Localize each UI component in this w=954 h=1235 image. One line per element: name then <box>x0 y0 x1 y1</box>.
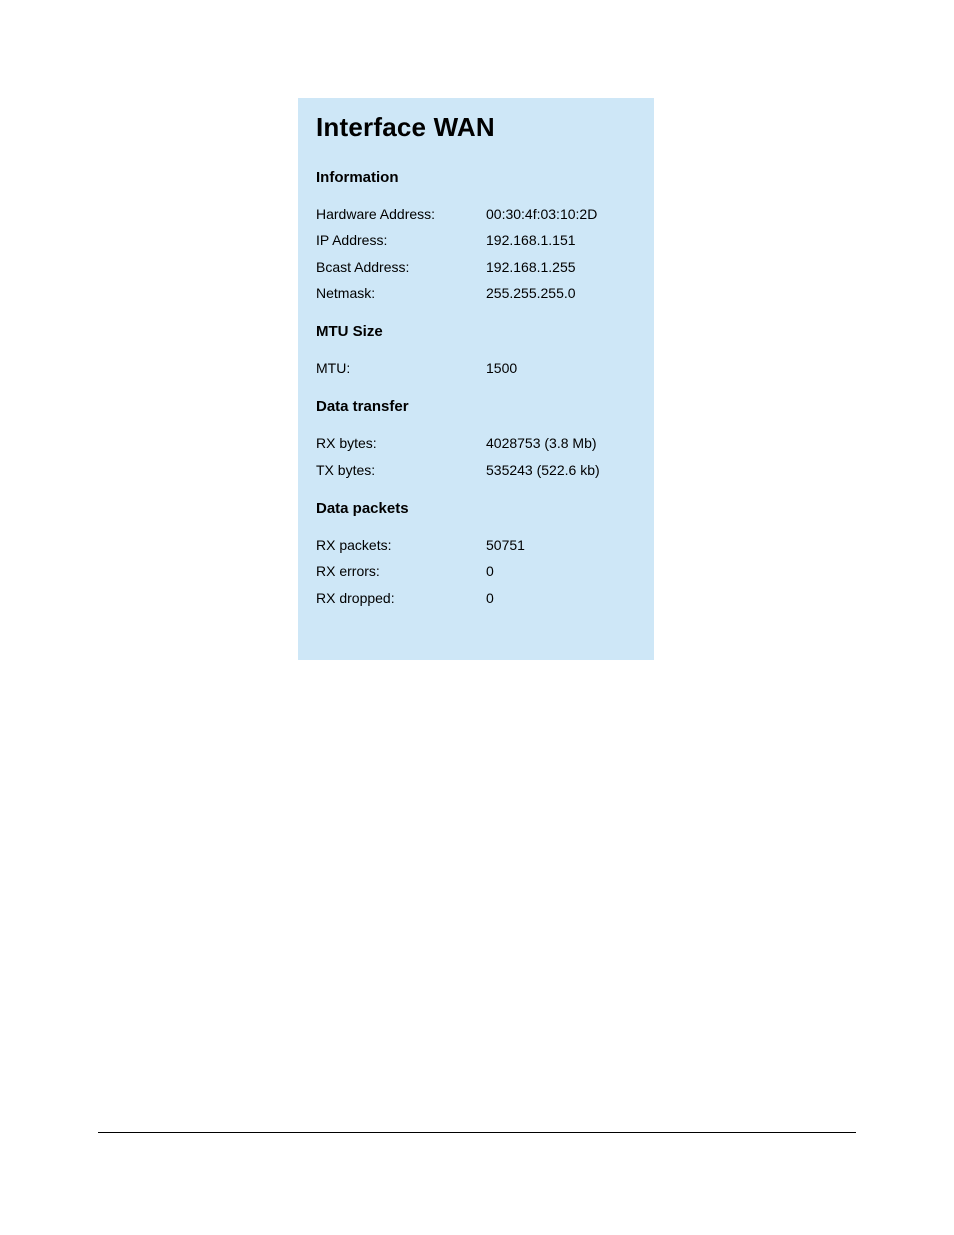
label-tx-bytes: TX bytes: <box>316 460 486 480</box>
row-netmask: Netmask: 255.255.255.0 <box>316 283 636 303</box>
section-heading-data-packets: Data packets <box>316 500 636 517</box>
section-heading-data-transfer: Data transfer <box>316 398 636 415</box>
label-rx-dropped: RX dropped: <box>316 588 486 608</box>
value-bcast-address: 192.168.1.255 <box>486 257 636 277</box>
row-ip-address: IP Address: 192.168.1.151 <box>316 230 636 250</box>
row-tx-bytes: TX bytes: 535243 (522.6 kb) <box>316 460 636 480</box>
value-rx-bytes: 4028753 (3.8 Mb) <box>486 433 636 453</box>
value-rx-errors: 0 <box>486 561 636 581</box>
value-ip-address: 192.168.1.151 <box>486 230 636 250</box>
row-rx-dropped: RX dropped: 0 <box>316 588 636 608</box>
label-rx-bytes: RX bytes: <box>316 433 486 453</box>
label-bcast-address: Bcast Address: <box>316 257 486 277</box>
label-mtu: MTU: <box>316 358 486 378</box>
value-hardware-address: 00:30:4f:03:10:2D <box>486 204 636 224</box>
value-netmask: 255.255.255.0 <box>486 283 636 303</box>
value-rx-dropped: 0 <box>486 588 636 608</box>
label-hardware-address: Hardware Address: <box>316 204 486 224</box>
row-mtu: MTU: 1500 <box>316 358 636 378</box>
section-heading-information: Information <box>316 169 636 186</box>
row-rx-errors: RX errors: 0 <box>316 561 636 581</box>
label-netmask: Netmask: <box>316 283 486 303</box>
value-rx-packets: 50751 <box>486 535 636 555</box>
label-ip-address: IP Address: <box>316 230 486 250</box>
value-mtu: 1500 <box>486 358 636 378</box>
label-rx-packets: RX packets: <box>316 535 486 555</box>
interface-panel: Interface WAN Information Hardware Addre… <box>298 98 654 660</box>
row-hardware-address: Hardware Address: 00:30:4f:03:10:2D <box>316 204 636 224</box>
row-rx-packets: RX packets: 50751 <box>316 535 636 555</box>
value-tx-bytes: 535243 (522.6 kb) <box>486 460 636 480</box>
section-heading-mtu-size: MTU Size <box>316 323 636 340</box>
footer-divider <box>98 1132 856 1133</box>
row-bcast-address: Bcast Address: 192.168.1.255 <box>316 257 636 277</box>
label-rx-errors: RX errors: <box>316 561 486 581</box>
page-title: Interface WAN <box>316 112 636 143</box>
row-rx-bytes: RX bytes: 4028753 (3.8 Mb) <box>316 433 636 453</box>
